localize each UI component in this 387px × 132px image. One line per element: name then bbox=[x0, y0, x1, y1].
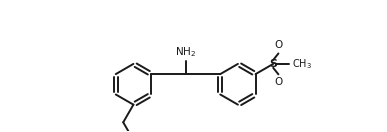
Text: O: O bbox=[274, 77, 283, 88]
Text: CH$_3$: CH$_3$ bbox=[292, 57, 312, 71]
Text: O: O bbox=[274, 40, 283, 50]
Text: S: S bbox=[269, 59, 277, 69]
Text: NH$_2$: NH$_2$ bbox=[175, 46, 196, 60]
